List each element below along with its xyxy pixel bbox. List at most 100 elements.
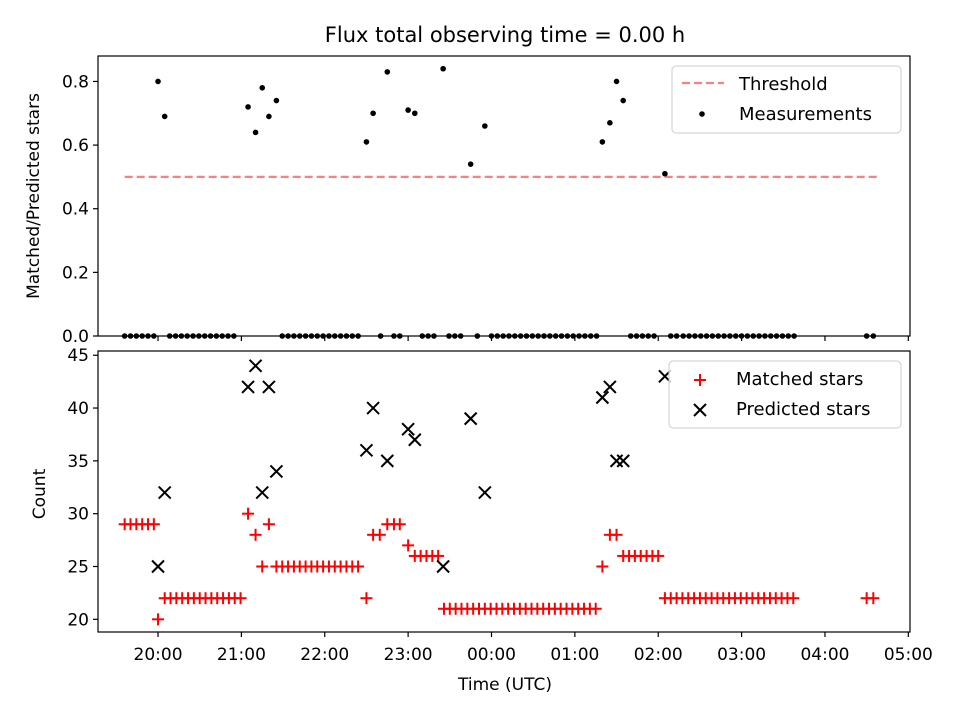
matched-point bbox=[652, 549, 665, 562]
predicted-point bbox=[366, 401, 380, 415]
legend-measurement-swatch bbox=[699, 111, 705, 117]
ratio-ytick-label: 0.4 bbox=[62, 200, 89, 220]
predicted-point-b bbox=[151, 559, 165, 574]
measurement-point bbox=[252, 129, 259, 136]
predicted-point bbox=[463, 411, 478, 426]
count-xtick-label: 20:00 bbox=[134, 645, 183, 665]
matched-points bbox=[118, 507, 880, 626]
predicted-point bbox=[269, 464, 284, 479]
predicted-point-b bbox=[248, 359, 263, 373]
predicted-points bbox=[151, 359, 672, 574]
predicted-point-b bbox=[366, 401, 380, 415]
predicted-point bbox=[616, 454, 630, 468]
ratio-axes-frame bbox=[97, 55, 911, 337]
count-xtick-label: 05:00 bbox=[884, 645, 933, 665]
count-xtick-label: 22:00 bbox=[300, 645, 349, 665]
measurement-point bbox=[482, 123, 488, 129]
ratio-y-ticks: 0.0 0.2 0.4 0.6 0.8 bbox=[62, 72, 98, 347]
matched-point bbox=[787, 592, 800, 605]
legend-predicted-swatch bbox=[693, 403, 707, 417]
predicted-point-b bbox=[269, 464, 284, 479]
measurement-point bbox=[266, 113, 272, 120]
measurement-point bbox=[161, 113, 168, 120]
measurement-point bbox=[405, 107, 411, 113]
legend-threshold-label: Threshold bbox=[738, 74, 828, 95]
count-legend: Matched stars Predicted stars bbox=[668, 360, 902, 429]
legend-predicted-marker bbox=[693, 403, 707, 417]
count-ytick-label: 25 bbox=[67, 558, 89, 578]
ratio-legend: Threshold Measurements bbox=[671, 65, 902, 134]
measurement-point bbox=[155, 78, 161, 85]
matched-point bbox=[147, 518, 160, 531]
predicted-point bbox=[436, 559, 450, 574]
measurement-point bbox=[384, 69, 391, 75]
count-x-ticks: 20:00 21:00 22:00 23:00 00:00 01:00 02:00 03:00… bbox=[134, 632, 933, 665]
ratio-legend-box bbox=[671, 65, 902, 134]
predicted-point-b bbox=[241, 380, 255, 394]
matched-point bbox=[360, 592, 373, 605]
predicted-point bbox=[609, 454, 624, 468]
predicted-point bbox=[478, 485, 492, 500]
measurement-point bbox=[411, 110, 418, 117]
predicted-point-b bbox=[436, 559, 450, 574]
ratio-y-label: Matched/Predicted stars bbox=[24, 93, 44, 299]
matched-point bbox=[596, 560, 609, 573]
measurement-point bbox=[259, 85, 266, 91]
count-y-ticks: 20 25 30 35 40 45 bbox=[67, 346, 98, 630]
count-ytick-label: 30 bbox=[67, 505, 89, 525]
legend-matched-marker bbox=[694, 374, 706, 386]
matched-point bbox=[393, 518, 406, 531]
ratio-panel: 0.00.20.40.60.8 Matched/Predicted stars … bbox=[24, 55, 911, 347]
matched-point bbox=[402, 539, 415, 552]
predicted-point bbox=[595, 390, 610, 405]
legend-measurement-label: Measurements bbox=[739, 104, 872, 125]
predicted-point-b bbox=[359, 443, 374, 458]
predicted-point bbox=[255, 485, 269, 500]
matched-point bbox=[352, 560, 365, 573]
predicted-point-b bbox=[157, 485, 172, 500]
count-xtick-label: 02:00 bbox=[634, 645, 683, 665]
count-xtick-label: 00:00 bbox=[467, 645, 516, 665]
count-y-label: Count bbox=[30, 468, 50, 519]
ratio-ytick-label: 0.8 bbox=[62, 72, 89, 92]
matched-point bbox=[262, 518, 275, 531]
count-ytick-label: 35 bbox=[67, 452, 89, 472]
count-xtick-label: 03:00 bbox=[717, 645, 766, 665]
matched-point bbox=[589, 602, 602, 615]
predicted-point bbox=[151, 559, 165, 574]
count-xtick-label: 01:00 bbox=[550, 645, 599, 665]
measurement-point bbox=[363, 139, 370, 145]
measurement-point bbox=[245, 104, 251, 110]
count-legend-box bbox=[668, 360, 902, 429]
predicted-point-b bbox=[401, 422, 415, 436]
matched-point bbox=[610, 528, 623, 541]
predicted-point-b bbox=[255, 485, 269, 500]
predicted-point bbox=[603, 380, 617, 394]
predicted-point-b bbox=[478, 485, 492, 500]
count-ytick-label: 20 bbox=[67, 610, 89, 630]
count-ytick-label: 45 bbox=[67, 346, 89, 366]
matched-point bbox=[373, 528, 386, 541]
count-panel: 20 25 30 35 40 45 20:00 21:00 22:00 23:00 00:00 01… bbox=[30, 346, 933, 695]
measurement-point bbox=[662, 170, 668, 177]
legend-predicted-label: Predicted stars bbox=[736, 399, 870, 420]
count-axes-frame bbox=[97, 350, 911, 633]
predicted-point bbox=[380, 454, 394, 468]
legend-matched-label: Matched stars bbox=[736, 369, 863, 390]
predicted-point-b bbox=[595, 390, 610, 405]
predicted-point-b bbox=[380, 454, 394, 468]
chart-title: Flux total observing time = 0.00 h bbox=[325, 23, 685, 47]
matched-point bbox=[242, 507, 255, 520]
predicted-point-b bbox=[408, 433, 422, 447]
predicted-point-b bbox=[616, 454, 630, 468]
measurement-point bbox=[607, 120, 613, 126]
matched-point bbox=[432, 549, 445, 562]
predicted-point-b bbox=[463, 411, 478, 426]
count-xtick-label: 23:00 bbox=[384, 645, 433, 665]
predicted-point bbox=[248, 359, 263, 373]
matched-point bbox=[867, 592, 880, 605]
measurement-point bbox=[370, 110, 376, 117]
predicted-point bbox=[157, 485, 172, 500]
predicted-point bbox=[359, 443, 374, 458]
